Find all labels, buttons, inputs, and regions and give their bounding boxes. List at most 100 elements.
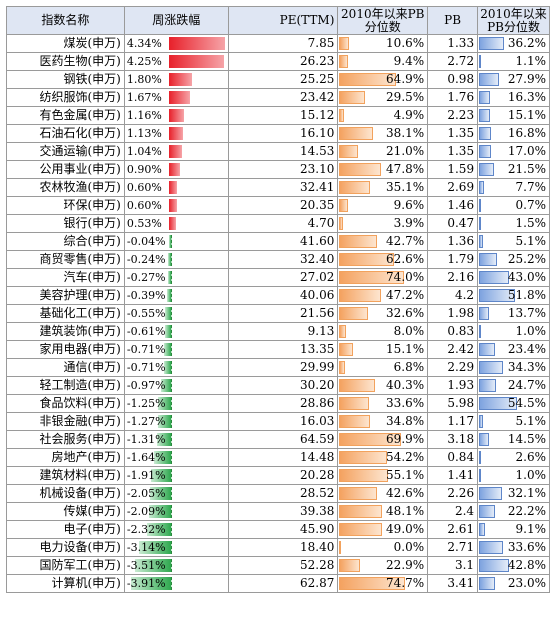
pb-cell[interactable]: 1.36: [427, 232, 479, 251]
pb-percentile-cell[interactable]: 23.0%: [477, 574, 550, 593]
index-name-cell[interactable]: 国防军工(申万): [6, 556, 125, 575]
pb-percentile-cell[interactable]: 32.1%: [477, 484, 550, 503]
pe-percentile-cell[interactable]: 21.0%: [337, 142, 429, 161]
pb-percentile-cell[interactable]: 21.5%: [477, 160, 550, 179]
index-name-cell[interactable]: 环保(申万): [6, 196, 125, 215]
index-name-cell[interactable]: 纺织服饰(申万): [6, 88, 125, 107]
table-row[interactable]: 机械设备(申万) -2.05% 28.52 42.6% 2.26 32.1%: [6, 484, 550, 503]
index-name-cell[interactable]: 银行(申万): [6, 214, 125, 233]
table-row[interactable]: 农林牧渔(申万) 0.60% 32.41 35.1% 2.69 7.7%: [6, 178, 550, 197]
pb-percentile-cell[interactable]: 36.2%: [477, 34, 550, 53]
table-row[interactable]: 社会服务(申万) -1.31% 64.59 69.9% 3.18 14.5%: [6, 430, 550, 449]
pe-percentile-cell[interactable]: 47.8%: [337, 160, 429, 179]
pb-cell[interactable]: 1.59: [427, 160, 479, 179]
pb-percentile-cell[interactable]: 1.0%: [477, 466, 550, 485]
pb-cell[interactable]: 0.47: [427, 214, 479, 233]
pb-percentile-cell[interactable]: 25.2%: [477, 250, 550, 269]
pb-cell[interactable]: 4.2: [427, 286, 479, 305]
pe-percentile-cell[interactable]: 48.1%: [337, 502, 429, 521]
table-row[interactable]: 基础化工(申万) -0.55% 21.56 32.6% 1.98 13.7%: [6, 304, 550, 323]
pe-percentile-cell[interactable]: 15.1%: [337, 340, 429, 359]
pb-percentile-cell[interactable]: 1.5%: [477, 214, 550, 233]
weekly-change-cell[interactable]: -1.31%: [123, 430, 229, 449]
weekly-change-cell[interactable]: 1.67%: [123, 88, 229, 107]
weekly-change-cell[interactable]: -2.32%: [123, 520, 229, 539]
pe-percentile-cell[interactable]: 34.8%: [337, 412, 429, 431]
pb-cell[interactable]: 0.83: [427, 322, 479, 341]
pe-ttm-cell[interactable]: 41.60: [227, 232, 339, 251]
pe-ttm-cell[interactable]: 7.85: [227, 34, 339, 53]
header-weekly-change[interactable]: 周涨跌幅: [123, 6, 229, 35]
pe-percentile-cell[interactable]: 9.4%: [337, 52, 429, 71]
pe-ttm-cell[interactable]: 64.59: [227, 430, 339, 449]
pe-ttm-cell[interactable]: 20.35: [227, 196, 339, 215]
pe-ttm-cell[interactable]: 21.56: [227, 304, 339, 323]
index-name-cell[interactable]: 机械设备(申万): [6, 484, 125, 503]
index-name-cell[interactable]: 综合(申万): [6, 232, 125, 251]
weekly-change-cell[interactable]: 0.53%: [123, 214, 229, 233]
weekly-change-cell[interactable]: -2.05%: [123, 484, 229, 503]
pe-percentile-cell[interactable]: 69.9%: [337, 430, 429, 449]
pb-percentile-cell[interactable]: 43.0%: [477, 268, 550, 287]
table-row[interactable]: 石油石化(申万) 1.13% 16.10 38.1% 1.35 16.8%: [6, 124, 550, 143]
table-row[interactable]: 轻工制造(申万) -0.97% 30.20 40.3% 1.93 24.7%: [6, 376, 550, 395]
table-row[interactable]: 钢铁(申万) 1.80% 25.25 64.9% 0.98 27.9%: [6, 70, 550, 89]
table-row[interactable]: 通信(申万) -0.71% 29.99 6.8% 2.29 34.3%: [6, 358, 550, 377]
pb-percentile-cell[interactable]: 13.7%: [477, 304, 550, 323]
weekly-change-cell[interactable]: 1.16%: [123, 106, 229, 125]
index-name-cell[interactable]: 钢铁(申万): [6, 70, 125, 89]
pe-ttm-cell[interactable]: 13.35: [227, 340, 339, 359]
pb-cell[interactable]: 2.23: [427, 106, 479, 125]
pe-percentile-cell[interactable]: 55.1%: [337, 466, 429, 485]
header-pb[interactable]: PB: [427, 6, 479, 35]
weekly-change-cell[interactable]: -0.39%: [123, 286, 229, 305]
pb-cell[interactable]: 1.41: [427, 466, 479, 485]
index-name-cell[interactable]: 家用电器(申万): [6, 340, 125, 359]
table-row[interactable]: 传媒(申万) -2.09% 39.38 48.1% 2.4 22.2%: [6, 502, 550, 521]
index-name-cell[interactable]: 社会服务(申万): [6, 430, 125, 449]
weekly-change-cell[interactable]: 0.60%: [123, 196, 229, 215]
weekly-change-cell[interactable]: -1.27%: [123, 412, 229, 431]
table-row[interactable]: 公用事业(申万) 0.90% 23.10 47.8% 1.59 21.5%: [6, 160, 550, 179]
index-name-cell[interactable]: 农林牧渔(申万): [6, 178, 125, 197]
pe-percentile-cell[interactable]: 6.8%: [337, 358, 429, 377]
pe-ttm-cell[interactable]: 9.13: [227, 322, 339, 341]
table-row[interactable]: 医药生物(申万) 4.25% 26.23 9.4% 2.72 1.1%: [6, 52, 550, 71]
table-row[interactable]: 交通运输(申万) 1.04% 14.53 21.0% 1.35 17.0%: [6, 142, 550, 161]
pe-percentile-cell[interactable]: 74.0%: [337, 268, 429, 287]
table-row[interactable]: 汽车(申万) -0.27% 27.02 74.0% 2.16 43.0%: [6, 268, 550, 287]
pb-cell[interactable]: 3.18: [427, 430, 479, 449]
weekly-change-cell[interactable]: -0.24%: [123, 250, 229, 269]
pb-percentile-cell[interactable]: 1.1%: [477, 52, 550, 71]
pe-ttm-cell[interactable]: 26.23: [227, 52, 339, 71]
index-name-cell[interactable]: 计算机(申万): [6, 574, 125, 593]
weekly-change-cell[interactable]: 1.04%: [123, 142, 229, 161]
table-row[interactable]: 环保(申万) 0.60% 20.35 9.6% 1.46 0.7%: [6, 196, 550, 215]
pb-percentile-cell[interactable]: 2.6%: [477, 448, 550, 467]
pb-cell[interactable]: 1.93: [427, 376, 479, 395]
pe-ttm-cell[interactable]: 27.02: [227, 268, 339, 287]
weekly-change-cell[interactable]: -0.71%: [123, 358, 229, 377]
pb-cell[interactable]: 2.29: [427, 358, 479, 377]
pe-ttm-cell[interactable]: 32.41: [227, 178, 339, 197]
weekly-change-cell[interactable]: -0.55%: [123, 304, 229, 323]
table-row[interactable]: 建筑材料(申万) -1.91% 20.28 55.1% 1.41 1.0%: [6, 466, 550, 485]
pb-percentile-cell[interactable]: 15.1%: [477, 106, 550, 125]
pe-ttm-cell[interactable]: 23.10: [227, 160, 339, 179]
header-index-name[interactable]: 指数名称: [6, 6, 125, 35]
index-name-cell[interactable]: 石油石化(申万): [6, 124, 125, 143]
pb-cell[interactable]: 1.17: [427, 412, 479, 431]
pb-percentile-cell[interactable]: 51.8%: [477, 286, 550, 305]
index-name-cell[interactable]: 商贸零售(申万): [6, 250, 125, 269]
table-row[interactable]: 计算机(申万) -3.91% 62.87 74.7% 3.41 23.0%: [6, 574, 550, 593]
pe-ttm-cell[interactable]: 32.40: [227, 250, 339, 269]
pb-percentile-cell[interactable]: 27.9%: [477, 70, 550, 89]
pb-percentile-cell[interactable]: 16.8%: [477, 124, 550, 143]
index-name-cell[interactable]: 房地产(申万): [6, 448, 125, 467]
pe-percentile-cell[interactable]: 32.6%: [337, 304, 429, 323]
pb-percentile-cell[interactable]: 7.7%: [477, 178, 550, 197]
table-row[interactable]: 煤炭(申万) 4.34% 7.85 10.6% 1.33 36.2%: [6, 34, 550, 53]
pb-percentile-cell[interactable]: 5.1%: [477, 412, 550, 431]
table-row[interactable]: 有色金属(申万) 1.16% 15.12 4.9% 2.23 15.1%: [6, 106, 550, 125]
table-row[interactable]: 国防军工(申万) -3.51% 52.28 22.9% 3.1 42.8%: [6, 556, 550, 575]
